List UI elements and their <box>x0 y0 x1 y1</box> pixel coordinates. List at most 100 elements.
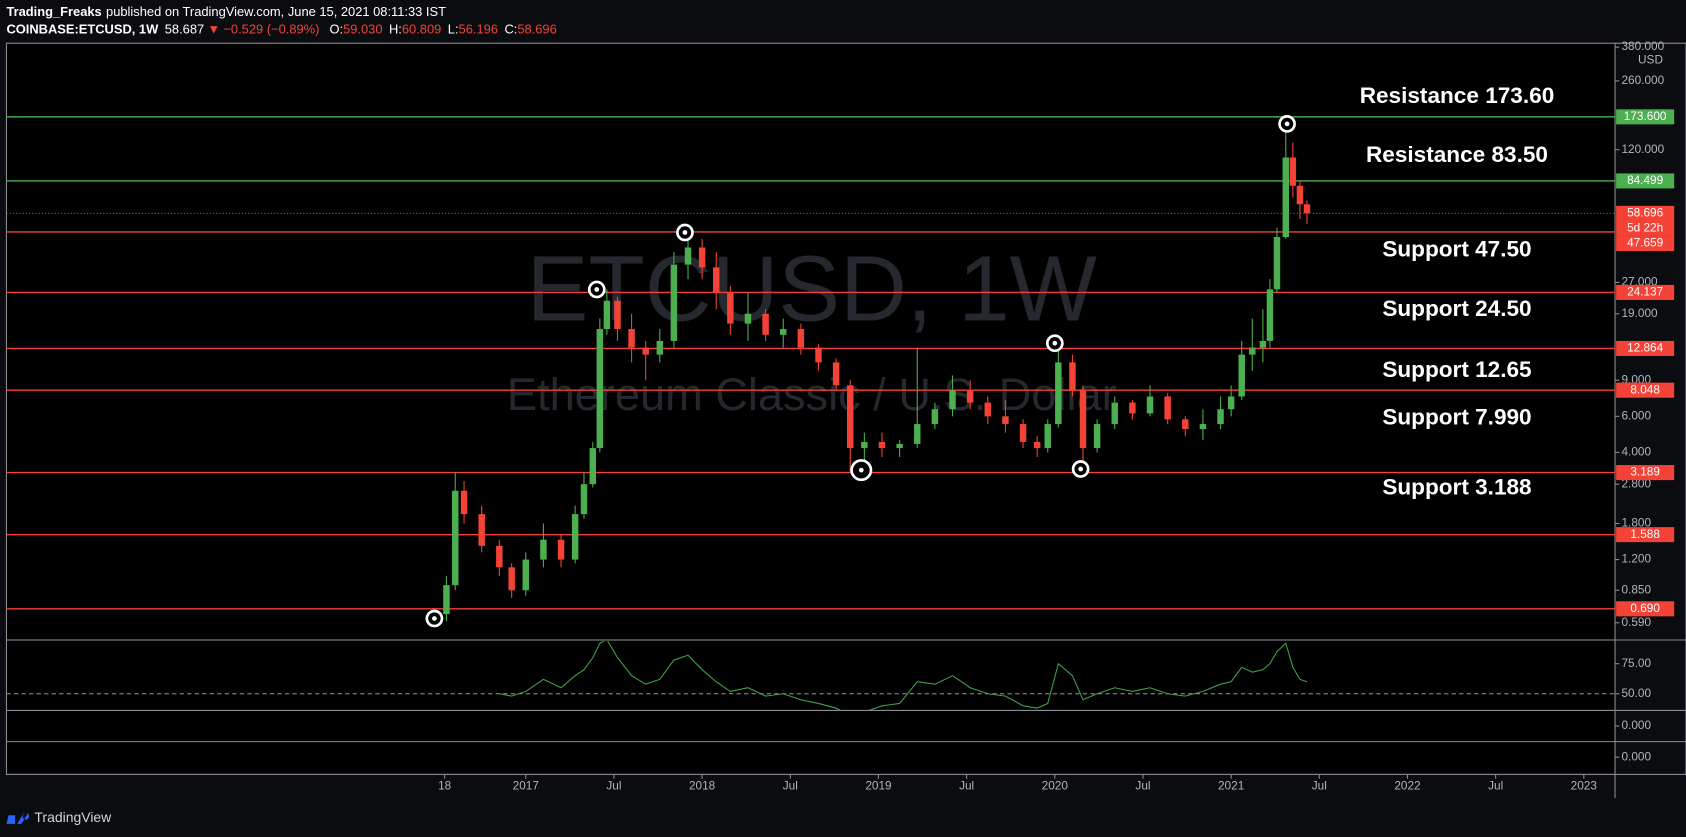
candle-body <box>1002 416 1009 425</box>
x-tick-label: 2017 <box>513 778 539 792</box>
candle-body <box>656 340 664 355</box>
annotation: Support 12.65 <box>1382 357 1531 382</box>
annotation: Resistance 173.60 <box>1360 83 1555 108</box>
level-label: 24.137 <box>1627 285 1663 299</box>
y-tick-label: 6.000 <box>1621 408 1651 422</box>
candle-body <box>780 329 787 335</box>
y-tick-label: 260.000 <box>1621 73 1664 87</box>
level-box <box>1616 340 1675 356</box>
y-tick-label: 120.000 <box>1621 142 1664 156</box>
level-label: 12.864 <box>1627 341 1664 355</box>
last: 58.687 <box>165 22 204 37</box>
x-tick-label: Jul <box>1312 778 1327 792</box>
x-tick-label: 2020 <box>1042 778 1069 792</box>
candle-body <box>914 424 921 444</box>
y-tick-label: 380.000 <box>1621 39 1664 53</box>
candle-body <box>540 539 547 560</box>
candle-body <box>1044 424 1051 449</box>
candle-body <box>571 514 579 560</box>
level-box <box>1616 465 1675 481</box>
x-tick-label: Jul <box>1488 778 1503 792</box>
pivot-dot <box>1284 121 1290 127</box>
level-label: 47.659 <box>1627 236 1664 250</box>
watermark-description: Ethereum Classic / U.S. Dollar <box>507 369 1117 420</box>
candle-body <box>744 313 752 324</box>
candle-body <box>1259 340 1267 348</box>
logo-icon <box>6 813 30 824</box>
annotation: Support 3.188 <box>1382 474 1531 499</box>
candle-body <box>815 347 822 363</box>
candle-body <box>580 484 588 515</box>
ohlc-key: O: <box>329 22 343 37</box>
candle-body <box>984 402 992 417</box>
candle-body <box>522 559 530 591</box>
main-pane <box>6 43 1616 639</box>
candle-body <box>712 267 720 293</box>
annotation: Support 24.50 <box>1382 296 1531 321</box>
y-tick-label: 4.000 <box>1621 445 1651 459</box>
pane-borders <box>5 42 1686 799</box>
candle-body <box>896 443 903 449</box>
pivot-dot <box>682 230 688 235</box>
candle-body <box>1164 396 1171 420</box>
ohlc-value: 60.809 <box>402 22 441 37</box>
candle-body <box>460 490 468 515</box>
plot-area <box>6 116 1616 622</box>
y-tick-label: 1.200 <box>1621 552 1651 566</box>
quote-line: COINBASE:ETCUSD, 1W 58.687 ▼ −0.529 (−0.89%… <box>6 22 556 37</box>
candle-body <box>966 390 974 403</box>
level-box <box>1616 284 1675 300</box>
candle-body <box>1019 424 1027 442</box>
rsi-pane <box>6 641 1616 710</box>
candle-body <box>1303 204 1311 214</box>
candle-body <box>861 441 868 449</box>
candle-body <box>670 264 678 341</box>
level-box <box>1616 382 1675 398</box>
x-tick-label: 2023 <box>1571 778 1598 792</box>
y-tick-label: 0.590 <box>1621 615 1651 629</box>
candle-body <box>1249 347 1256 355</box>
candle-body <box>1033 441 1041 449</box>
candle-body <box>684 247 692 265</box>
candle-body <box>614 300 621 330</box>
ohlc-value: 59.030 <box>343 22 382 37</box>
candle-body <box>1199 424 1207 430</box>
candle-body <box>1282 157 1290 238</box>
rsi-line <box>499 641 1308 710</box>
level-box <box>1616 173 1675 189</box>
countdown: 5d 22h <box>1627 221 1663 235</box>
x-tick-label: 2018 <box>689 778 716 792</box>
candle-body <box>698 247 706 268</box>
y-tick-label: 0.850 <box>1621 582 1651 596</box>
ohlc-key: L: <box>448 22 459 37</box>
candle-body <box>603 300 611 330</box>
candle-body <box>1227 396 1235 410</box>
currency: USD <box>1638 53 1663 67</box>
x-tick-label: 18 <box>438 778 452 792</box>
candle-body <box>478 514 485 546</box>
tradingview-logo: TradingView <box>6 809 112 825</box>
candle-body <box>797 329 805 348</box>
candle-body <box>508 567 515 591</box>
candle-body <box>443 585 450 615</box>
y-tick-label: 0.000 <box>1621 718 1651 732</box>
pivot-dot <box>858 467 864 473</box>
level-box <box>1616 527 1675 543</box>
candle-body <box>847 385 854 449</box>
candle-body <box>1055 362 1062 425</box>
x-tick-label: Jul <box>783 778 798 792</box>
published: published on TradingView.com, June 15, 2… <box>106 5 446 20</box>
x-tick-label: Jul <box>606 778 621 792</box>
candle-body <box>1296 185 1304 205</box>
x-tick-label: 2022 <box>1394 778 1420 792</box>
candle-body <box>1217 409 1224 425</box>
y-tick-label: 50.00 <box>1621 686 1651 700</box>
level-label: 0.690 <box>1630 601 1660 615</box>
annotation: Support 47.50 <box>1382 237 1531 262</box>
candle-body <box>1273 237 1281 290</box>
watermark-symbol: ETCUSD, 1W <box>527 236 1097 340</box>
last-price-label: 58.696 <box>1627 205 1664 219</box>
level-box <box>1616 235 1675 251</box>
level-label: 3.189 <box>1630 465 1660 479</box>
